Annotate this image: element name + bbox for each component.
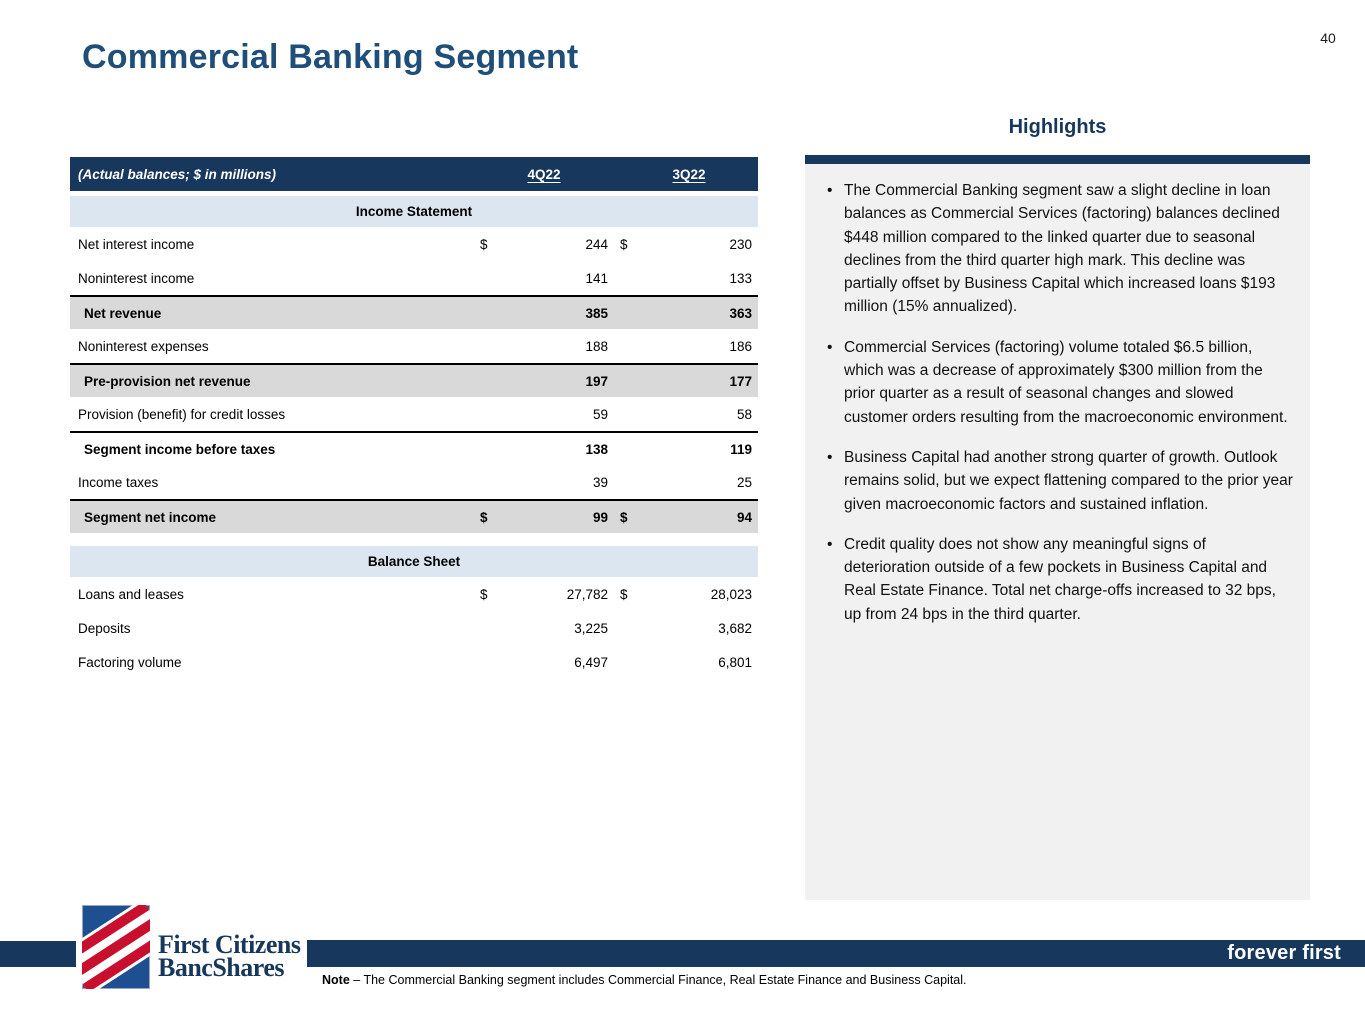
row-value-4q22: 197 <box>585 373 608 389</box>
footnote: Note – The Commercial Banking segment in… <box>322 973 967 987</box>
dollar-sign-col1: $ <box>480 509 488 525</box>
table-row: Net revenue 385 363 <box>70 295 758 329</box>
row-label: Segment income before taxes <box>84 441 276 457</box>
flag-logo-icon <box>82 905 150 989</box>
column-header-4q22: 4Q22 <box>527 166 561 182</box>
row-label: Net interest income <box>78 236 195 252</box>
row-value-4q22: 27,782 <box>566 586 608 602</box>
row-label: Segment net income <box>84 509 217 525</box>
footnote-text: – The Commercial Banking segment include… <box>349 973 967 987</box>
row-value-3q22: 363 <box>729 305 752 321</box>
table-row: Provision (benefit) for credit losses 59 5… <box>70 397 758 431</box>
highlight-bullet: Commercial Services (factoring) volume t… <box>825 336 1294 429</box>
row-value-3q22: 28,023 <box>710 586 752 602</box>
row-value-4q22: 385 <box>585 305 608 321</box>
row-value-3q22: 25 <box>736 474 752 490</box>
row-value-3q22: 177 <box>729 373 752 389</box>
table-caption: (Actual balances; $ in millions) <box>78 166 277 182</box>
table-row: Noninterest expenses 188 186 <box>70 329 758 363</box>
table-row: Income taxes 39 25 <box>70 465 758 499</box>
highlight-bullet: Business Capital had another strong quar… <box>825 446 1294 516</box>
table-row: Segment income before taxes 138 119 <box>70 431 758 465</box>
row-value-4q22: 6,497 <box>574 654 608 670</box>
table-row: Noninterest income 141 133 <box>70 261 758 295</box>
row-value-3q22: 6,801 <box>718 654 752 670</box>
highlights-panel: The Commercial Banking segment saw a sli… <box>805 164 1310 900</box>
row-label: Noninterest expenses <box>78 338 209 354</box>
row-value-4q22: 141 <box>585 270 608 286</box>
page-number: 40 <box>1320 30 1336 46</box>
dollar-sign-col1: $ <box>480 586 488 602</box>
row-value-3q22: 133 <box>729 270 752 286</box>
row-label: Income taxes <box>78 474 159 490</box>
logo-line-1: First Citizens <box>158 930 301 959</box>
dollar-sign-col1: $ <box>480 236 488 252</box>
row-label: Provision (benefit) for credit losses <box>78 406 286 422</box>
dollar-sign-col2: $ <box>620 509 628 525</box>
table-row: Net interest income $244 $230 <box>70 227 758 261</box>
dollar-sign-col2: $ <box>620 586 628 602</box>
table-header-row: (Actual balances; $ in millions) 4Q22 3Q… <box>70 157 758 191</box>
logo-line-2: BancShares <box>158 953 285 982</box>
highlights-list: The Commercial Banking segment saw a sli… <box>805 164 1310 626</box>
row-value-4q22: 188 <box>585 338 608 354</box>
row-value-3q22: 58 <box>736 406 752 422</box>
dollar-sign-col2: $ <box>620 236 628 252</box>
row-value-3q22: 186 <box>729 338 752 354</box>
row-label: Noninterest income <box>78 270 195 286</box>
row-value-4q22: 244 <box>585 236 608 252</box>
table-row: Segment net income $99 $94 <box>70 499 758 533</box>
footer-right-bar: forever first <box>307 940 1365 967</box>
column-header-3q22: 3Q22 <box>672 166 706 182</box>
table-section-header: Income Statement <box>70 196 758 227</box>
footer-left-bar <box>0 941 76 967</box>
table-body: Income Statement Net interest income $244 $… <box>70 196 758 679</box>
row-label: Loans and leases <box>78 586 184 602</box>
row-value-4q22: 3,225 <box>574 620 608 636</box>
highlights-title: Highlights <box>1008 116 1107 138</box>
row-label: Net revenue <box>84 305 162 321</box>
highlights-top-bar <box>805 155 1310 164</box>
row-value-4q22: 99 <box>592 509 608 525</box>
financial-table: (Actual balances; $ in millions) 4Q22 3Q… <box>70 157 758 679</box>
table-row: Loans and leases $27,782 $28,023 <box>70 577 758 611</box>
company-logo: First Citizens BancShares <box>82 905 301 989</box>
table-row: Deposits 3,225 3,682 <box>70 611 758 645</box>
row-label: Pre-provision net revenue <box>84 373 251 389</box>
row-label: Factoring volume <box>78 654 182 670</box>
row-value-3q22: 230 <box>729 236 752 252</box>
row-value-4q22: 138 <box>585 441 608 457</box>
highlight-bullet: Credit quality does not show any meaning… <box>825 533 1294 626</box>
table-row: Pre-provision net revenue 197 177 <box>70 363 758 397</box>
footnote-label: Note <box>322 973 350 987</box>
table-row: Factoring volume 6,497 6,801 <box>70 645 758 679</box>
row-label: Deposits <box>78 620 131 636</box>
logo-wordmark: First Citizens BancShares <box>158 930 301 982</box>
table-section-header: Balance Sheet <box>70 546 758 577</box>
row-value-3q22: 94 <box>736 509 752 525</box>
tagline: forever first <box>1227 942 1341 964</box>
row-value-4q22: 59 <box>592 406 608 422</box>
row-value-3q22: 3,682 <box>718 620 752 636</box>
highlight-bullet: The Commercial Banking segment saw a sli… <box>825 179 1294 319</box>
row-value-3q22: 119 <box>730 441 752 457</box>
page-title: Commercial Banking Segment <box>82 38 579 76</box>
row-value-4q22: 39 <box>592 474 608 490</box>
